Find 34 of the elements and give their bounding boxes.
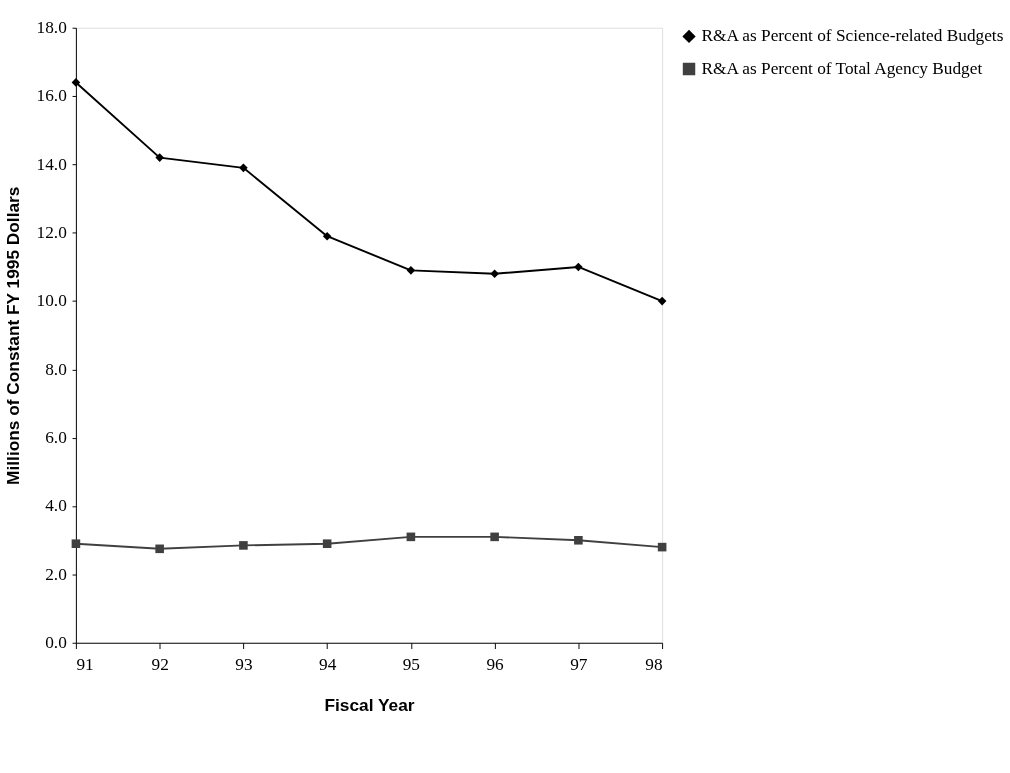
point	[657, 296, 667, 306]
point	[490, 269, 499, 279]
x-tick-label: 96	[486, 655, 505, 675]
y-tick-label: 10.0	[36, 291, 67, 311]
x-tick-label: 92	[151, 655, 169, 675]
x-axis-title: Fiscal Year	[324, 694, 415, 715]
legend-label: R&A as Percent of Science-related Budgets	[701, 26, 1004, 46]
point	[406, 266, 416, 275]
point	[239, 541, 248, 550]
x-tick-label: 97	[570, 655, 588, 675]
legend-label: R&A as Percent of Total Agency Budget	[701, 58, 983, 78]
x-tick-label: 95	[402, 655, 421, 675]
point	[239, 163, 248, 173]
y-axis-title: Millions of Constant FY 1995 Dollars	[3, 186, 24, 485]
y-tick-label: 12.0	[36, 223, 67, 243]
point	[322, 231, 332, 241]
y-tick-label: 4.0	[45, 496, 67, 516]
x-tick-label: 91	[76, 655, 94, 675]
y-tick-label: 2.0	[45, 564, 67, 584]
x-tick-label: 98	[645, 655, 663, 675]
y-tick-label: 8.0	[45, 359, 67, 379]
y-tick-label: 18.0	[36, 18, 67, 38]
y-tick-label: 0.0	[45, 633, 67, 653]
point	[322, 539, 332, 548]
point	[155, 544, 164, 554]
point	[155, 153, 164, 162]
point	[490, 532, 499, 542]
x-tick-label: 94	[318, 655, 337, 675]
y-tick-label: 14.0	[36, 154, 67, 174]
point	[574, 535, 583, 545]
y-tick-label: 16.0	[36, 86, 67, 106]
x-tick-label: 93	[235, 655, 253, 675]
point	[71, 539, 81, 548]
y-tick-label: 6.0	[45, 428, 67, 448]
